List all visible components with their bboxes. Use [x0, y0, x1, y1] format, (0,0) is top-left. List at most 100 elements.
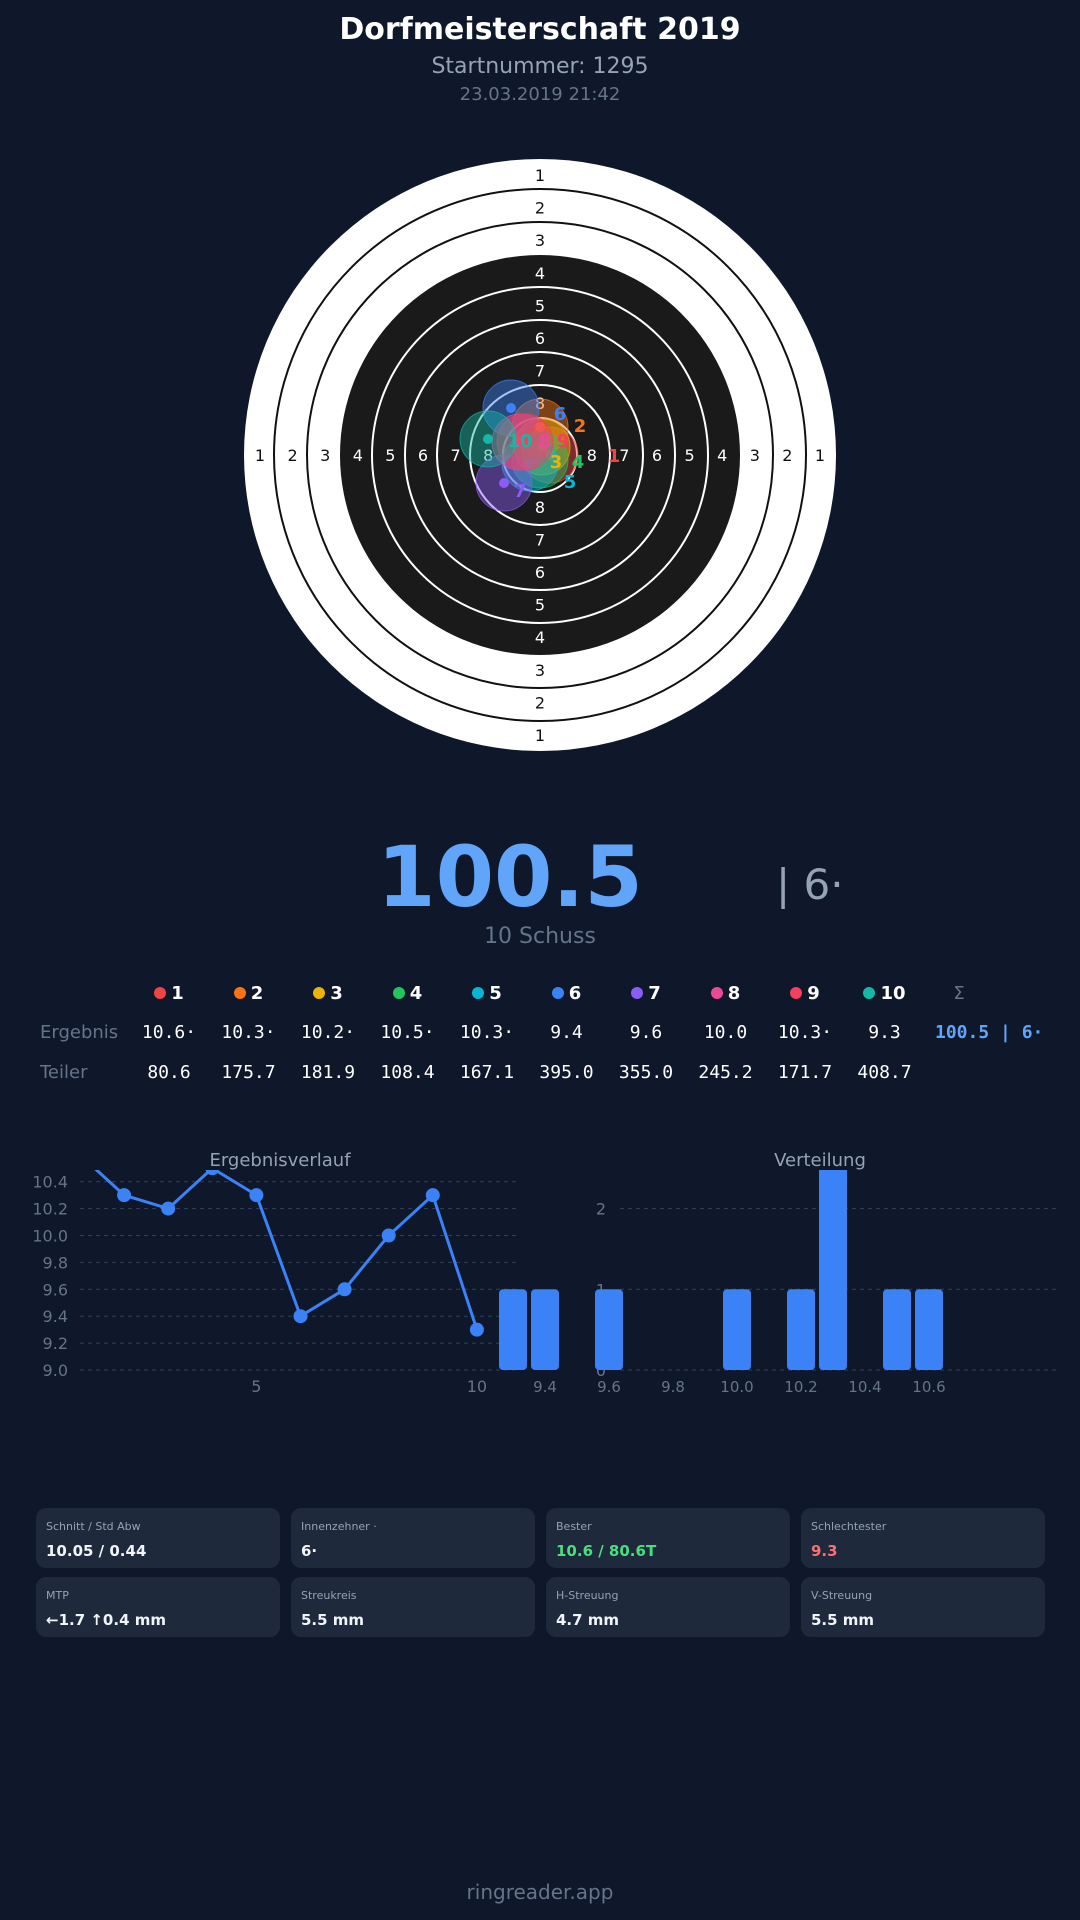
- shot-label: 5: [564, 472, 577, 493]
- stat-value: 4.7 mm: [556, 1611, 620, 1629]
- color-dot: [551, 987, 564, 999]
- shot-center: [499, 478, 509, 488]
- ring-label: 3: [535, 661, 545, 680]
- stat-value: 5.5 mm: [811, 1611, 875, 1629]
- stat-label: MTP: [46, 1589, 69, 1602]
- stat-card: V-Streuung 5.5 mm: [801, 1577, 1045, 1637]
- shot-number: 10: [880, 983, 906, 1004]
- x-tick-label: 10.4: [848, 1378, 881, 1396]
- teiler-cell: 167.1: [459, 1062, 515, 1083]
- ring-label: 6: [652, 446, 662, 465]
- shot-label: 3: [550, 452, 563, 473]
- ring-label: 8: [535, 394, 545, 413]
- ring-line: [371, 286, 709, 624]
- total-cell: 100.5 | 6·: [935, 1022, 1044, 1043]
- x-tick-label: 10.6: [912, 1378, 945, 1396]
- stat-label: V-Streuung: [811, 1589, 873, 1602]
- data-point: [249, 1188, 264, 1203]
- ring-label: 5: [385, 446, 395, 465]
- stat-card: Innenzehner · 6·: [291, 1508, 535, 1568]
- row-label: Ergebnis: [40, 1022, 119, 1043]
- ring-line: [469, 384, 611, 526]
- stat-card: Bester 10.6 / 80.6T: [546, 1508, 790, 1568]
- shot-header: 5: [447, 983, 527, 1004]
- bar: [723, 1289, 751, 1370]
- color-dot: [233, 987, 246, 999]
- footer-link[interactable]: ringreader.app: [466, 1880, 614, 1904]
- shot-center: [525, 458, 535, 468]
- stat-card: Streukreis 5.5 mm: [291, 1577, 535, 1637]
- stat-label: H-Streuung: [556, 1589, 619, 1602]
- sum-header: Σ: [953, 983, 965, 1004]
- stat-label: Schnitt / Std Abw: [46, 1520, 141, 1533]
- y-tick-label: 10.0: [32, 1227, 68, 1246]
- teiler-cell: 175.7: [221, 1062, 276, 1083]
- ring-label: 2: [288, 446, 298, 465]
- ring-label: 4: [535, 264, 545, 283]
- ring-label: 7: [619, 446, 629, 465]
- stat-value: ←1.7 ↑0.4 mm: [46, 1611, 166, 1629]
- stat-label: Innenzehner ·: [301, 1520, 377, 1533]
- shot-label: 1: [608, 446, 621, 467]
- result-cell: 10.5·: [380, 1022, 435, 1043]
- teiler-cell: 355.0: [618, 1062, 674, 1083]
- shot-header: 6: [527, 983, 607, 1004]
- shot-label: 9: [557, 431, 570, 452]
- shot-number: 8: [727, 983, 741, 1004]
- ring-label: 1: [535, 166, 545, 185]
- shot-label: 8: [539, 431, 552, 452]
- ring-label: 8: [535, 498, 545, 517]
- shot-number: 5: [489, 983, 502, 1004]
- ring-label: 2: [782, 446, 792, 465]
- data-point: [205, 1170, 220, 1176]
- bar: [499, 1289, 527, 1370]
- ring-label: 8: [587, 446, 597, 465]
- ring-label: 6: [418, 446, 428, 465]
- ring-label: 1: [815, 446, 825, 465]
- stat-value: 9.3: [811, 1542, 838, 1560]
- teiler-cell: 395.0: [539, 1062, 594, 1083]
- ring-label: 7: [535, 362, 545, 381]
- shot-header: 9: [765, 983, 845, 1004]
- x-tick-label: 10: [467, 1377, 487, 1396]
- stat-value: 5.5 mm: [301, 1611, 365, 1629]
- data-point: [425, 1188, 440, 1203]
- shot-number: 4: [409, 983, 423, 1004]
- color-dot: [863, 987, 876, 999]
- color-dot: [631, 987, 644, 999]
- shot-count: 10 Schuss: [484, 924, 596, 949]
- bar: [915, 1289, 943, 1370]
- y-tick-label: 10.2: [32, 1200, 68, 1219]
- x-tick-label: 10.0: [720, 1378, 753, 1396]
- data-point: [161, 1201, 176, 1216]
- ring-label: 2: [535, 199, 545, 218]
- shot-header: 2: [209, 983, 289, 1004]
- shot-label: 4: [572, 452, 585, 473]
- ring-label: 7: [451, 446, 461, 465]
- ring-label: 8: [483, 446, 493, 465]
- datetime: 23.03.2019 21:42: [459, 84, 621, 105]
- ring-label: 3: [320, 446, 330, 465]
- shot-header: 1: [129, 983, 209, 1004]
- shot-number: 1: [171, 983, 184, 1004]
- stat-card: MTP ←1.7 ↑0.4 mm: [36, 1577, 280, 1637]
- shot-center: [483, 434, 493, 444]
- shot-label: 7: [514, 481, 527, 502]
- result-cell: 10.2·: [300, 1022, 356, 1043]
- ring-label: 5: [535, 596, 545, 615]
- ring-line: [404, 319, 676, 591]
- teiler-cell: 108.4: [380, 1062, 435, 1083]
- data-point: [381, 1228, 396, 1243]
- charts: 10.810.610.410.210.09.89.69.49.29.051032…: [32, 1170, 1060, 1396]
- ring-label: 4: [717, 446, 727, 465]
- ring-label: 2: [535, 693, 545, 712]
- shot-center: [535, 422, 545, 432]
- color-dot: [790, 987, 803, 999]
- data-point: [117, 1188, 132, 1203]
- stat-label: Streukreis: [301, 1589, 357, 1602]
- row-label: Teiler: [40, 1062, 88, 1083]
- ring-label: 3: [535, 231, 545, 250]
- shot-header: 10: [845, 983, 925, 1004]
- data-point: [469, 1322, 484, 1337]
